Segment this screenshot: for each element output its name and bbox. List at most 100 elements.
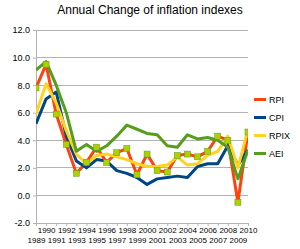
series-line bbox=[36, 62, 248, 179]
y-tick-mark bbox=[33, 195, 36, 196]
x-tick-label: 1990 bbox=[38, 226, 56, 235]
series-marker bbox=[114, 150, 120, 156]
series-marker bbox=[83, 159, 89, 165]
x-tick-label: 1992 bbox=[58, 226, 76, 235]
series-marker bbox=[225, 137, 231, 143]
series-marker bbox=[154, 168, 160, 174]
series-marker bbox=[134, 172, 140, 178]
y-axis-line bbox=[33, 31, 37, 224]
y-tick: -2.0 bbox=[14, 218, 36, 228]
x-tick: 1994 bbox=[78, 223, 96, 235]
y-tick: 8.0 bbox=[17, 81, 36, 91]
x-tick-label: 2004 bbox=[179, 226, 197, 235]
legend-label: AEI bbox=[269, 149, 284, 159]
y-tick: 0.0 bbox=[17, 191, 36, 201]
grid-line bbox=[36, 30, 248, 31]
x-tick: 2004 bbox=[179, 223, 197, 235]
legend-label: RPIX bbox=[269, 131, 290, 141]
x-tick: 2002 bbox=[159, 223, 177, 235]
x-tick: 2006 bbox=[199, 223, 217, 235]
background bbox=[0, 0, 300, 249]
y-tick-mark bbox=[33, 168, 36, 169]
grid-line bbox=[36, 57, 248, 58]
title: Annual Change of inflation indexes bbox=[57, 3, 242, 17]
x-tick-label: 2007 bbox=[209, 236, 227, 245]
y-tick: 10.0 bbox=[12, 53, 36, 63]
y-tick-label: 0.0 bbox=[17, 191, 30, 201]
series-marker bbox=[174, 152, 180, 158]
x-tick: 1992 bbox=[58, 223, 76, 235]
legend-swatch bbox=[254, 152, 266, 155]
x-tick-label: 2009 bbox=[230, 236, 248, 245]
series-line bbox=[36, 92, 248, 184]
y-tick-mark bbox=[33, 223, 36, 224]
y-tick: 12.0 bbox=[12, 25, 36, 35]
x-tick: 1996 bbox=[98, 223, 116, 235]
y-tick-mark bbox=[33, 140, 36, 141]
x-tick: 2008 bbox=[219, 223, 237, 235]
x-tick-label: 2006 bbox=[199, 226, 217, 235]
x-tick-label: 1993 bbox=[68, 236, 86, 245]
series-marker bbox=[184, 151, 190, 157]
series-line bbox=[36, 84, 248, 168]
x-tick-label: 2000 bbox=[139, 226, 157, 235]
x-tick-label: 1998 bbox=[118, 226, 136, 235]
y-tick: 4.0 bbox=[17, 136, 36, 146]
x-tick-label: 2010 bbox=[240, 226, 258, 235]
y-tick-mark bbox=[33, 58, 36, 59]
x-tick-label: 1997 bbox=[108, 236, 126, 245]
x-tick-label: 1995 bbox=[88, 236, 106, 245]
series-marker bbox=[245, 129, 248, 135]
series-marker bbox=[53, 111, 59, 117]
legend: RPI CPI RPIX AEI bbox=[254, 95, 290, 159]
legend-swatch bbox=[254, 134, 266, 137]
grid-line bbox=[36, 195, 248, 196]
y-tick: 6.0 bbox=[17, 108, 36, 118]
series-marker bbox=[104, 159, 110, 165]
x-tick-label: 1989 bbox=[28, 236, 46, 245]
series-marker bbox=[73, 170, 79, 176]
series-marker bbox=[215, 133, 221, 139]
x-tick-label: 2002 bbox=[159, 226, 177, 235]
x-tick-label: 2001 bbox=[149, 236, 167, 245]
series-marker bbox=[63, 141, 69, 147]
plot-area bbox=[36, 61, 248, 205]
y-tick-label: 8.0 bbox=[17, 81, 30, 91]
series-marker bbox=[164, 169, 170, 175]
x-tick-label: 1994 bbox=[78, 226, 96, 235]
series-marker bbox=[124, 146, 130, 152]
x-tick-label: 1991 bbox=[48, 236, 66, 245]
legend-swatch bbox=[254, 116, 266, 119]
series-marker bbox=[144, 151, 150, 157]
x-tick: 2010 bbox=[240, 223, 258, 235]
y-tick-mark bbox=[33, 85, 36, 86]
grid bbox=[36, 30, 248, 223]
y-tick-mark bbox=[33, 30, 36, 31]
y-tick-mark bbox=[33, 113, 36, 114]
x-tick: 2000 bbox=[139, 223, 157, 235]
y-tick-label: 6.0 bbox=[17, 108, 30, 118]
y-tick-label: -2.0 bbox=[14, 218, 30, 228]
x-tick: 1998 bbox=[118, 223, 136, 235]
x-tick-label: 2008 bbox=[219, 226, 237, 235]
series-marker bbox=[235, 199, 241, 205]
x-tick-label: 2005 bbox=[189, 236, 207, 245]
legend-label: CPI bbox=[269, 113, 284, 123]
series-marker bbox=[36, 85, 39, 91]
y-tick: 2.0 bbox=[17, 163, 36, 173]
series-line bbox=[36, 64, 248, 202]
y-tick-label: 12.0 bbox=[12, 25, 30, 35]
grid-line bbox=[36, 85, 248, 86]
x-tick-label: 1999 bbox=[129, 236, 147, 245]
x-tick-label: 2003 bbox=[169, 236, 187, 245]
series-marker bbox=[94, 144, 100, 150]
legend-label: RPI bbox=[269, 95, 284, 105]
y-axis: -2.0 0.0 2.0 4.0 6.0 8.0 10.0 12.0 bbox=[12, 25, 36, 228]
y-tick-label: 2.0 bbox=[17, 163, 30, 173]
x-tick-label: 1996 bbox=[98, 226, 116, 235]
series-marker bbox=[205, 148, 211, 154]
legend-swatch bbox=[254, 98, 266, 101]
series-marker bbox=[195, 154, 201, 160]
y-tick-label: 4.0 bbox=[17, 136, 30, 146]
x-axis: 1989199019911992199319941995199619971998… bbox=[28, 223, 258, 245]
